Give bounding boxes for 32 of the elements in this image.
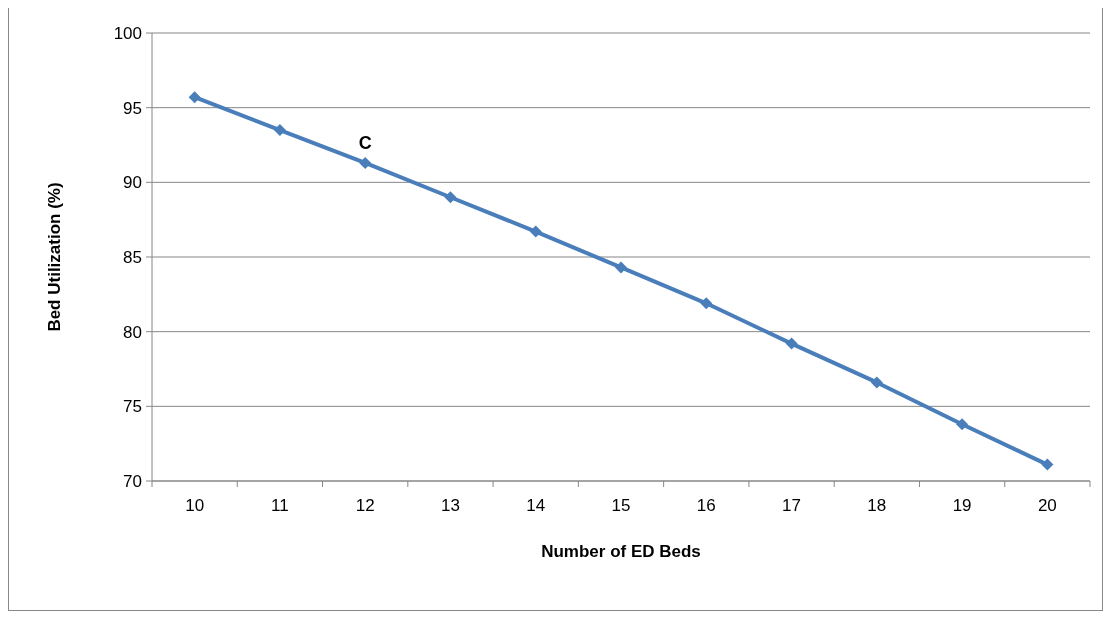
- point: [188, 91, 201, 104]
- y-tick-label: 95: [123, 98, 142, 118]
- x-tick-label: 19: [952, 496, 972, 515]
- x-tick-label: 20: [1037, 496, 1057, 515]
- annotation: C: [358, 132, 372, 153]
- x-tick-label: 15: [611, 496, 631, 515]
- point: [359, 156, 372, 169]
- point: [529, 225, 542, 238]
- point: [1041, 458, 1054, 471]
- x-tick-label: 16: [696, 496, 716, 515]
- x-axis-title: Number of ED Beds: [541, 542, 701, 561]
- point: [700, 297, 713, 310]
- x-tick-label: 10: [185, 496, 205, 515]
- x-tick-label: 18: [867, 496, 887, 515]
- y-tick-label: 85: [123, 247, 142, 267]
- x-tick-label: 12: [355, 496, 375, 515]
- point: [785, 337, 798, 350]
- point: [273, 124, 286, 137]
- point: [444, 191, 457, 204]
- x-tick-label: 17: [782, 496, 802, 515]
- y-tick-label: 75: [123, 397, 142, 417]
- y-tick-label: 90: [123, 173, 142, 193]
- y-tick-label: 100: [113, 23, 142, 43]
- point: [615, 261, 627, 274]
- point: [956, 418, 969, 431]
- x-tick-label: 14: [526, 496, 546, 515]
- y-tick-label: 80: [123, 322, 142, 342]
- y-tick-label: 70: [123, 471, 142, 491]
- x-tick-label: 11: [271, 496, 289, 515]
- point: [870, 376, 883, 389]
- x-tick-label: 13: [440, 496, 460, 515]
- y-axis-title: Bed Utilization (%): [45, 182, 64, 332]
